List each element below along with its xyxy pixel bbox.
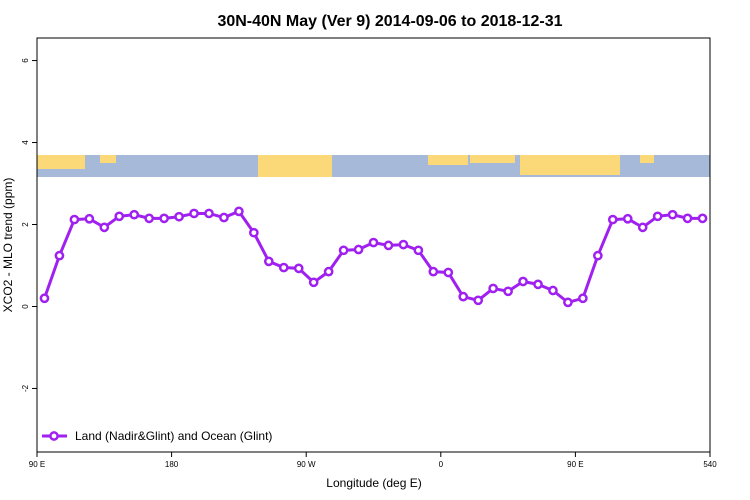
y-tick-label: 2: [21, 222, 30, 227]
x-tick-label: 180: [165, 460, 179, 469]
data-point: [697, 213, 708, 224]
data-point: [219, 212, 229, 223]
y-tick-label: -2: [21, 384, 30, 392]
data-point: [263, 256, 274, 267]
data-point: [622, 213, 633, 224]
x-tick-label: 540: [703, 460, 717, 469]
chart-title: 30N-40N May (Ver 9) 2014-09-06 to 2018-1…: [217, 13, 562, 30]
data-point: [503, 286, 513, 297]
data-point: [174, 211, 184, 222]
data-point: [39, 293, 50, 304]
data-point: [99, 222, 110, 233]
data-point: [338, 245, 349, 256]
data-point: [54, 250, 65, 261]
data-point: [488, 283, 498, 294]
data-point: [607, 214, 618, 225]
x-axis-label: Longitude (deg E): [326, 476, 421, 490]
x-tick-label: 90 W: [297, 460, 316, 469]
map-strip: [37, 155, 710, 177]
legend-marker: [49, 431, 59, 441]
y-axis-label: XCO2 - MLO trend (ppm): [1, 178, 15, 313]
x-tick-label: 0: [439, 460, 444, 469]
data-point: [383, 240, 394, 251]
data-point: [189, 208, 199, 219]
data-point: [592, 250, 603, 261]
data-point: [323, 266, 334, 277]
data-point: [428, 266, 439, 277]
data-point: [114, 211, 125, 222]
data-point: [249, 227, 259, 238]
data-point: [353, 244, 364, 255]
data-point: [533, 279, 543, 290]
plot-frame: [36, 37, 711, 453]
data-point: [278, 262, 289, 273]
data-point: [293, 263, 304, 274]
data-point: [443, 267, 454, 278]
data-point: [129, 209, 140, 220]
data-point: [518, 276, 528, 287]
x-tick-label: 90 E: [567, 460, 583, 469]
data-point: [563, 297, 573, 308]
data-point: [637, 222, 648, 233]
data-point: [84, 213, 95, 224]
data-line: [43, 209, 703, 305]
data-point: [413, 245, 424, 256]
data-point: [308, 277, 319, 288]
data-point: [398, 239, 409, 250]
data-point: [204, 208, 214, 219]
y-tick-label: 6: [21, 58, 30, 63]
data-point: [458, 291, 469, 302]
data-point: [578, 293, 588, 304]
data-point: [548, 285, 558, 296]
data-point: [144, 213, 155, 224]
data-point: [652, 211, 663, 222]
legend-label: Land (Nadir&Glint) and Ocean (Glint): [75, 429, 272, 443]
data-point: [368, 237, 379, 248]
y-tick-label: 4: [21, 140, 30, 145]
data-point: [159, 213, 169, 224]
x-tick-label: 90 E: [29, 460, 45, 469]
data-point: [473, 295, 484, 306]
data-point: [69, 214, 80, 225]
data-point: [234, 206, 244, 217]
data-point: [667, 209, 678, 220]
data-point: [682, 213, 693, 224]
y-tick-label: 0: [21, 304, 30, 309]
